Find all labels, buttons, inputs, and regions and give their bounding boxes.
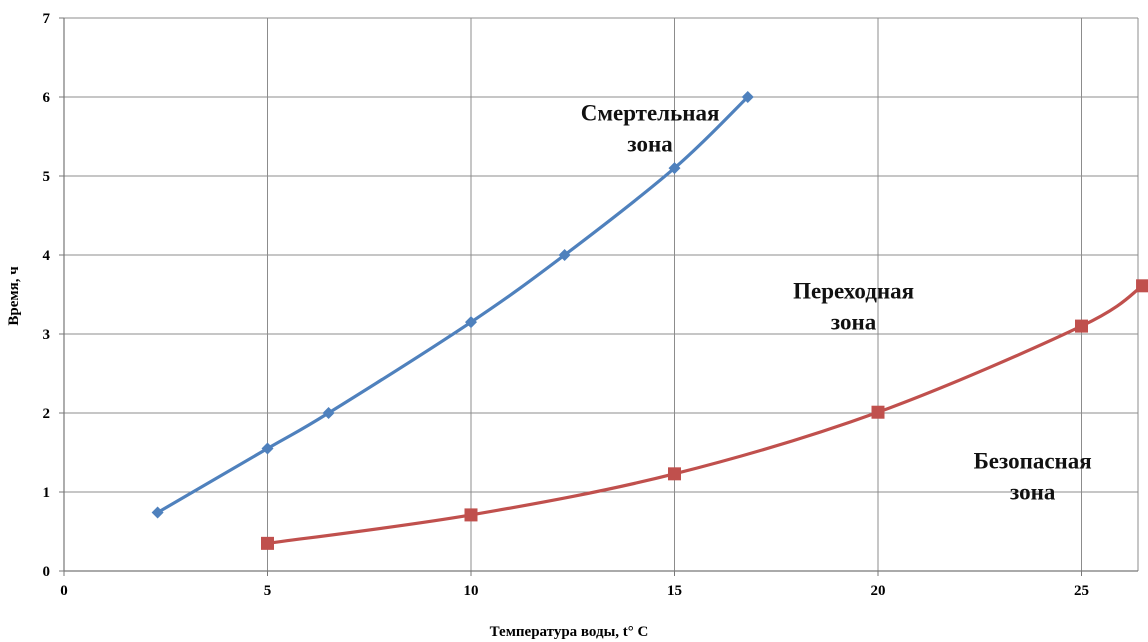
data-point-diamond [261,442,274,455]
series-line [267,284,1144,545]
y-tick-label: 4 [43,248,51,264]
data-point-diamond [151,506,164,519]
axis-layer: 0 5 10 15 20 25 0 1 2 3 4 5 6 7 [43,11,1138,599]
data-point-square [261,536,274,550]
series-1 [151,91,754,519]
zone-label: Смертельная [581,101,720,126]
zone-label: зона [627,132,673,157]
data-point-diamond [558,249,571,261]
x-tick-label: 0 [60,583,68,599]
x-axis-title: Температура воды, t° C [490,624,649,640]
y-tick-label: 3 [43,327,51,343]
zone-label: Переходная [793,278,914,303]
data-point-diamond [322,407,335,419]
y-tick-label: 5 [43,169,51,185]
data-point-diamond [668,162,681,175]
grid-layer [63,17,1139,572]
zone-label: Безопасная [974,448,1092,473]
data-point-square [871,405,885,419]
y-tick-label: 0 [43,564,51,580]
data-point-diamond [465,316,477,329]
zone-label: зона [1010,479,1056,504]
x-tick-label: 20 [871,583,886,599]
x-tick-label: 5 [264,583,272,599]
data-point-square [668,467,681,481]
y-tick-label: 6 [43,90,51,106]
y-axis-title: Время, ч [6,266,22,326]
data-point-square [1136,279,1148,293]
data-point-diamond [741,91,754,103]
series-layer [151,91,1148,550]
data-point-square [1075,319,1088,333]
annotation-layer: Смертельная зона Переходная зона Безопасная з… [581,101,1092,505]
x-tick-label: 15 [667,583,682,599]
x-tick-label: 10 [464,583,479,599]
zone-label: зона [831,309,877,334]
series-line [156,95,749,514]
series-2 [261,279,1148,550]
x-tick-label: 25 [1074,583,1089,599]
y-tick-label: 7 [43,11,51,27]
y-tick-label: 1 [43,485,51,501]
y-tick-label: 2 [43,406,51,422]
data-point-square [464,508,478,522]
